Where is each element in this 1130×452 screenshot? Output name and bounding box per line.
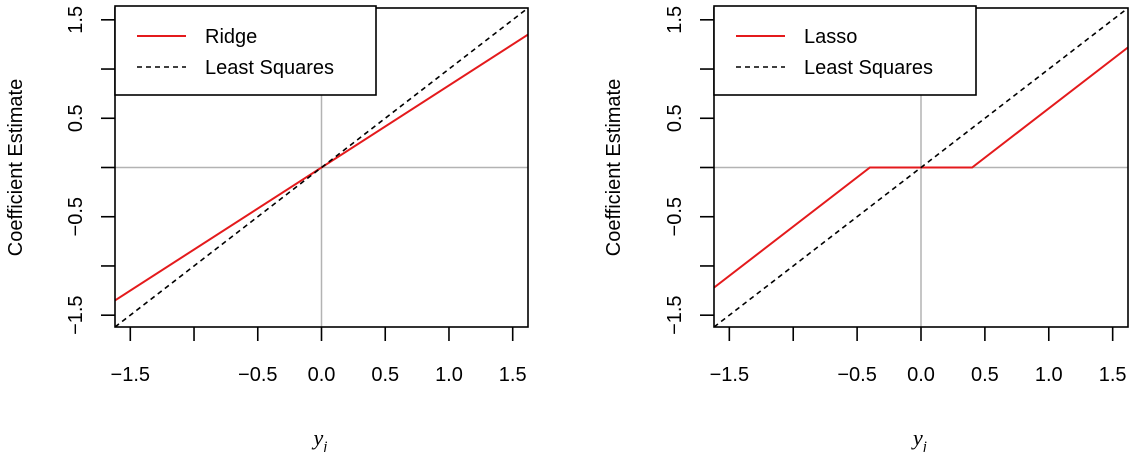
- y-tick-label: 1.5: [65, 6, 87, 34]
- legend-box: [713, 5, 977, 96]
- y-tick-label: 0.5: [65, 104, 87, 132]
- x-tick-label: 1.5: [499, 364, 527, 386]
- x-tick-label: 1.0: [1035, 364, 1063, 386]
- y-tick-label: 1.5: [664, 6, 686, 34]
- x-tick-label: −1.5: [111, 364, 150, 386]
- y-tick-label: 0.5: [664, 104, 686, 132]
- x-tick-label: −0.5: [837, 364, 876, 386]
- x-axis-title-main: y: [911, 425, 923, 450]
- y-tick-label: −1.5: [65, 295, 87, 334]
- x-tick-label: 1.5: [1099, 364, 1127, 386]
- series-line-ridge: [115, 33, 528, 302]
- series-line-least-squares: [714, 8, 1128, 327]
- x-tick-label: 1.0: [435, 364, 463, 386]
- legend-label: Ridge: [205, 26, 257, 48]
- x-tick-label: −1.5: [710, 364, 749, 386]
- x-axis-title-subscript: j: [921, 439, 927, 452]
- legend-box: [114, 5, 377, 96]
- x-axis-title: yj: [911, 425, 927, 452]
- x-tick-label: −0.5: [238, 364, 277, 386]
- legend-label: Lasso: [804, 26, 857, 48]
- y-tick-label: −1.5: [664, 295, 686, 334]
- legend: Lasso Least Squares: [713, 5, 977, 96]
- legend-label: Least Squares: [205, 57, 334, 79]
- panel-2: −1.5 −0.5 0.0 0.5 1.0 1.5 −1.5 −0.5 0.5 1.5 Coeffi…: [603, 5, 1129, 452]
- x-axis-title-main: y: [312, 425, 324, 450]
- y-axis-title: Coefficient Estimate: [603, 79, 625, 257]
- x-tick-label: 0.0: [308, 364, 336, 386]
- x-axis-title-subscript: j: [321, 439, 327, 452]
- series-group: [714, 8, 1128, 327]
- legend-label: Least Squares: [804, 57, 933, 79]
- x-axis-title: yj: [312, 425, 328, 452]
- x-tick-label: 0.0: [907, 364, 935, 386]
- x-tick-label: 0.5: [971, 364, 999, 386]
- legend: Ridge Least Squares: [114, 5, 377, 96]
- series-group: [115, 8, 528, 327]
- panel-1: −1.5 −0.5 0.0 0.5 1.0 1.5 −1.5 −0.5 0.5 1.5 Coeffi…: [5, 5, 529, 452]
- y-tick-label: −0.5: [65, 197, 87, 236]
- y-axis-title: Coefficient Estimate: [5, 79, 27, 257]
- y-tick-label: −0.5: [664, 197, 686, 236]
- series-line-least-squares: [115, 8, 528, 327]
- x-tick-label: 0.5: [371, 364, 399, 386]
